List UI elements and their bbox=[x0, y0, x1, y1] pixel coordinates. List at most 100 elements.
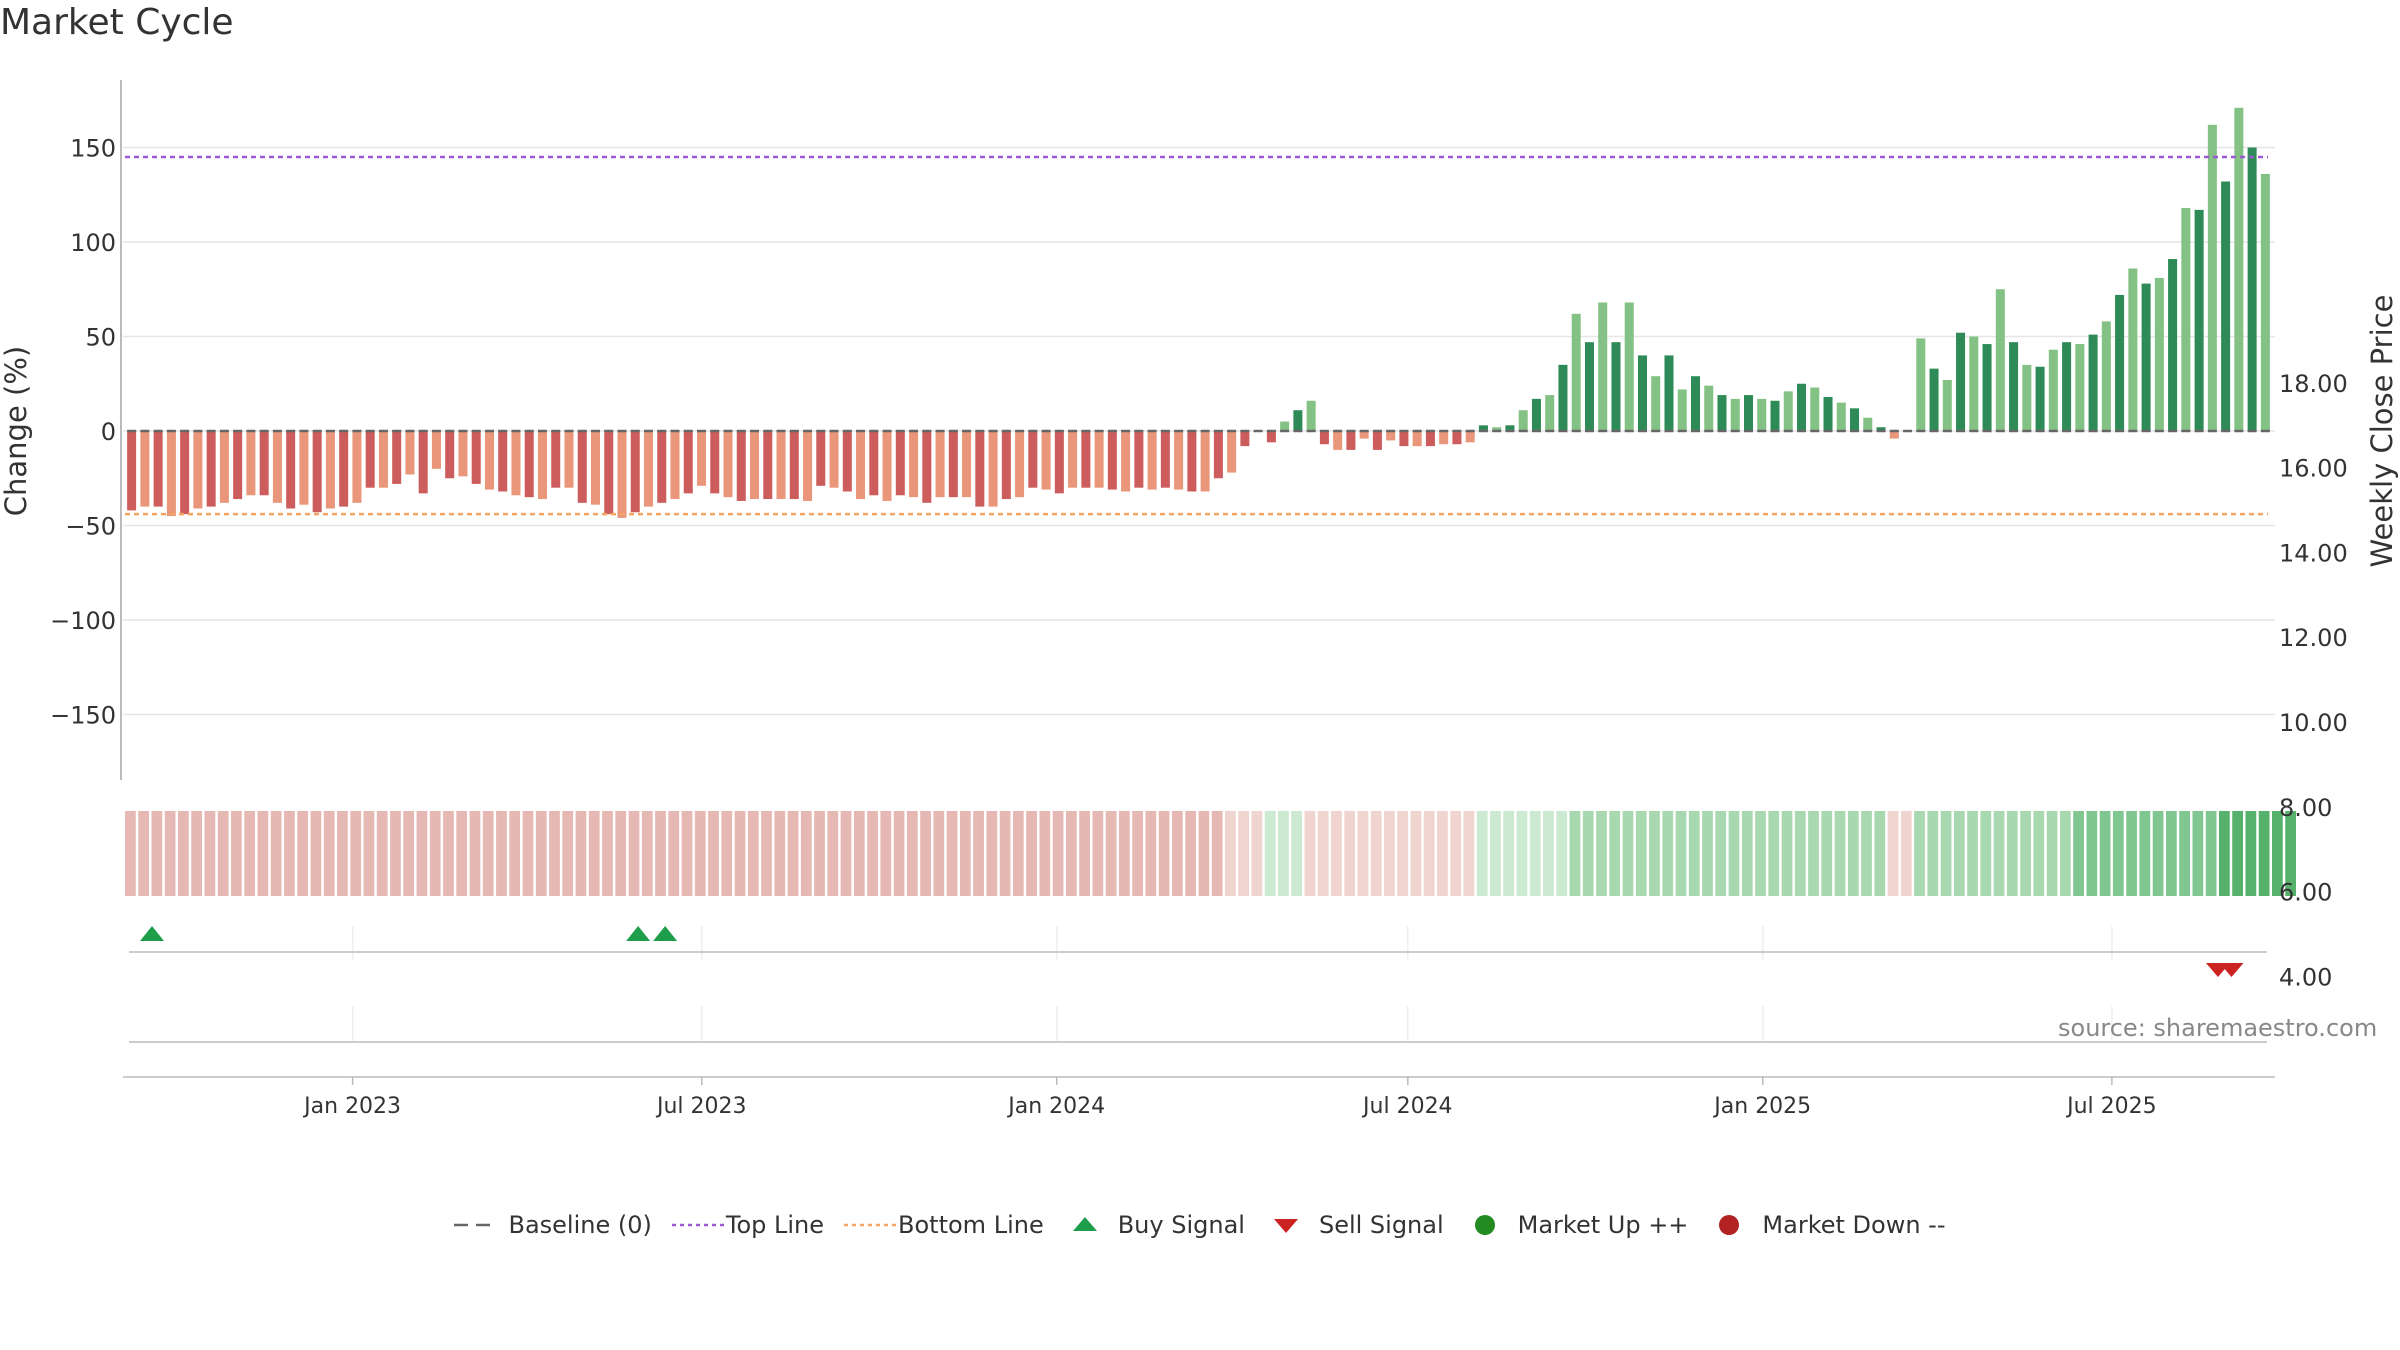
bar bbox=[1518, 410, 1528, 431]
legend-item-top-line: Top Line bbox=[671, 1211, 824, 1239]
bar bbox=[445, 431, 455, 479]
heat-cell bbox=[721, 811, 733, 896]
bar bbox=[339, 431, 349, 507]
bar bbox=[312, 431, 322, 513]
bar bbox=[1134, 431, 1144, 488]
heat-cell bbox=[2285, 811, 2297, 896]
bar bbox=[166, 431, 176, 517]
heat-cell bbox=[337, 811, 348, 896]
heat-cell bbox=[1092, 811, 1104, 896]
y2-tick-label: 4.00 bbox=[2279, 963, 2332, 991]
heat-cell bbox=[2059, 811, 2071, 896]
y-tick-label: 150 bbox=[70, 135, 116, 163]
heat-cell bbox=[363, 811, 375, 896]
heat-cell bbox=[1291, 811, 1303, 896]
heat-cell bbox=[1476, 811, 1488, 896]
heat-cell bbox=[1039, 811, 1051, 896]
heat-cell bbox=[880, 811, 892, 896]
legend-item-buy-signal: Buy Signal bbox=[1064, 1211, 1245, 1239]
bar bbox=[1147, 431, 1157, 490]
legend-item-bottom-line: Bottom Line bbox=[844, 1211, 1044, 1239]
heat-cell bbox=[257, 811, 269, 896]
bar bbox=[1015, 431, 1025, 498]
bar bbox=[789, 431, 799, 500]
heat-cell bbox=[1012, 811, 1024, 896]
bar bbox=[1571, 313, 1581, 431]
heat-cell bbox=[1105, 811, 1117, 896]
bar bbox=[882, 431, 892, 501]
heat-cell bbox=[204, 811, 216, 896]
heat-cell bbox=[1821, 811, 1833, 896]
circle-icon bbox=[1464, 1213, 1506, 1237]
legend-item-market-down: Market Down -- bbox=[1708, 1211, 1946, 1239]
bar bbox=[895, 431, 905, 496]
heat-cell bbox=[708, 811, 719, 896]
y2-tick-label: 18.00 bbox=[2279, 370, 2348, 398]
bar bbox=[922, 431, 932, 503]
bar bbox=[259, 431, 269, 496]
bar bbox=[577, 431, 587, 503]
bar bbox=[1041, 431, 1051, 490]
heat-cell bbox=[310, 811, 322, 896]
heat-cell bbox=[1357, 811, 1369, 896]
bar bbox=[1333, 431, 1343, 450]
bar bbox=[869, 431, 879, 496]
bar bbox=[2234, 107, 2244, 431]
bar bbox=[498, 431, 508, 492]
bar bbox=[829, 431, 839, 488]
y-tick-label: 50 bbox=[85, 324, 116, 352]
bar bbox=[2048, 349, 2058, 431]
heat-cell bbox=[1463, 811, 1475, 896]
y-axis-title: Change (%) bbox=[0, 346, 33, 516]
heat-cell bbox=[549, 811, 560, 896]
bar bbox=[763, 431, 773, 500]
heat-cell bbox=[151, 811, 163, 896]
heat-cell bbox=[1887, 811, 1899, 896]
bar bbox=[418, 431, 428, 494]
bar bbox=[2141, 283, 2151, 431]
bar bbox=[935, 431, 945, 498]
heat-cell bbox=[482, 811, 494, 896]
bar bbox=[564, 431, 574, 488]
bar bbox=[1094, 431, 1104, 488]
heat-cell bbox=[1622, 811, 1634, 896]
heat-cell bbox=[1781, 811, 1793, 896]
bar bbox=[1266, 431, 1276, 443]
heat-cell bbox=[456, 811, 468, 896]
bar bbox=[2035, 366, 2045, 431]
bar bbox=[1280, 421, 1290, 431]
y-tick-label: 100 bbox=[70, 229, 116, 257]
heat-cell bbox=[416, 811, 428, 896]
heat-cell bbox=[1052, 811, 1064, 896]
heat-cell bbox=[231, 811, 242, 896]
bar bbox=[1598, 302, 1608, 431]
bar bbox=[1969, 336, 1979, 431]
heat-cell bbox=[1437, 811, 1448, 896]
heat-cell bbox=[1251, 811, 1263, 896]
heat-cell bbox=[2245, 811, 2257, 896]
bar bbox=[2221, 181, 2231, 431]
bar bbox=[1730, 398, 1740, 431]
heat-cell bbox=[1065, 811, 1077, 896]
bar bbox=[617, 431, 627, 518]
bar bbox=[1439, 431, 1449, 445]
heat-cell bbox=[2218, 811, 2230, 896]
heat-cell bbox=[920, 811, 931, 896]
heat-cell bbox=[774, 811, 786, 896]
bar bbox=[816, 431, 826, 486]
heat-cell bbox=[1569, 811, 1581, 896]
buy-signal-marker bbox=[626, 926, 651, 941]
heat-cell bbox=[840, 811, 852, 896]
bar bbox=[1359, 431, 1369, 439]
heat-cell bbox=[1503, 811, 1515, 896]
bar bbox=[1200, 431, 1210, 492]
bar bbox=[2062, 342, 2072, 431]
bar bbox=[1558, 364, 1568, 431]
heat-cell bbox=[1344, 811, 1356, 896]
legend-label: Market Up ++ bbox=[1517, 1211, 1689, 1239]
bar bbox=[1081, 431, 1091, 488]
heat-cell bbox=[284, 811, 295, 896]
bar bbox=[1982, 344, 1992, 431]
bar bbox=[246, 431, 256, 496]
triangle-down-icon bbox=[1265, 1213, 1307, 1237]
